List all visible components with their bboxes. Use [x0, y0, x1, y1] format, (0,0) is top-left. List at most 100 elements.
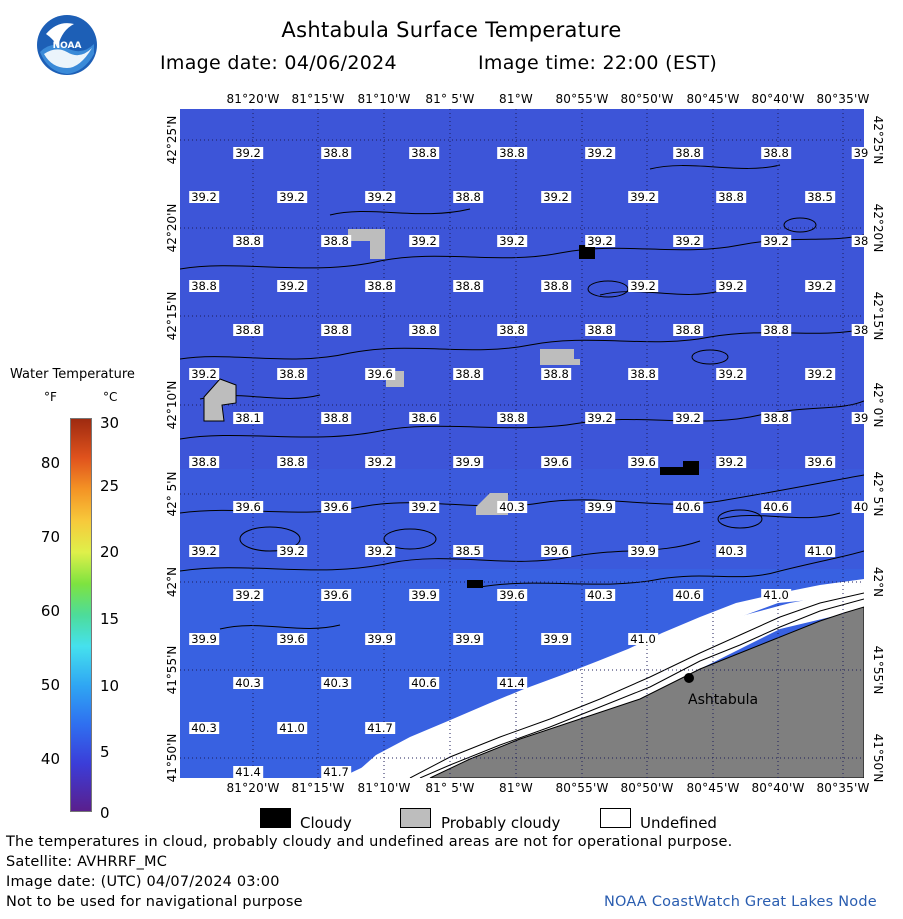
lat-tick-left: 42°10'N: [165, 380, 179, 430]
temperature-label: 41.0: [277, 720, 307, 735]
temperature-label: 39.2: [716, 455, 746, 470]
key-undefined-swatch: [600, 808, 631, 828]
temperature-label: 41.4: [233, 764, 263, 779]
isotherm: [479, 550, 864, 588]
temperature-label: 39.6: [497, 588, 527, 602]
temperature-label: 38: [851, 234, 871, 249]
temperature-label: 38.8: [673, 322, 703, 337]
temperature-label: 40.3: [497, 499, 527, 514]
temperature-map: 39.2 38.8 38.8 38.8 39.2 38.8 38.8 39 39.2 39.2 39…: [180, 109, 871, 779]
fahrenheit-tick: 80: [40, 454, 60, 472]
temperature-label: 39.2: [585, 411, 615, 426]
cloudy-patch: [467, 580, 483, 588]
temperature-label: 39: [851, 146, 871, 160]
temperature-label: 39.2: [277, 190, 307, 205]
temperature-label: 39.6: [365, 367, 395, 381]
city-marker: [684, 673, 694, 683]
temperature-label: 38.5: [453, 543, 483, 558]
lon-tick-bottom: 80°45'W: [686, 781, 740, 795]
temperature-label: 40.3: [321, 676, 351, 691]
temperature-label: 38.8: [189, 278, 219, 293]
temperature-label: 39.2: [628, 278, 658, 293]
fahrenheit-tick: 60: [40, 602, 60, 620]
lon-tick-bottom: 81°W: [499, 781, 533, 795]
temperature-label: 39.6: [628, 455, 658, 470]
cloudy-patch: [579, 245, 595, 259]
celsius-tick: 10: [100, 677, 120, 695]
temperature-label: 38.8: [277, 455, 307, 470]
lon-tick-top: 80°40'W: [751, 92, 805, 106]
temperature-label: 39.2: [716, 367, 746, 381]
isotherm: [383, 528, 437, 550]
temperature-label: 39.9: [365, 632, 395, 647]
temperature-label: 38.8: [365, 278, 395, 293]
temperature-label: 38.8: [453, 278, 483, 293]
temperature-label: 39.9: [585, 499, 615, 514]
temperature-label: 41.7: [321, 764, 351, 779]
celsius-tick: 15: [100, 610, 120, 628]
temperature-label: 40.6: [409, 676, 439, 691]
temperature-label: 40.3: [189, 720, 219, 735]
lat-tick-right: 42°N: [871, 566, 885, 598]
temperature-label: 40.6: [673, 588, 703, 602]
temperature-label: 39.2: [673, 234, 703, 249]
temperature-label: 40.3: [233, 676, 263, 691]
lon-tick-bottom: 80°55'W: [555, 781, 609, 795]
temperature-label: 38.8: [497, 322, 527, 337]
isotherm: [717, 509, 763, 529]
temperature-label: 38.8: [716, 190, 746, 205]
lon-tick-top: 81° 5'W: [425, 92, 475, 106]
isotherm: [180, 328, 864, 360]
temperature-label: 38.8: [277, 367, 307, 381]
temperature-label: 38.8: [453, 190, 483, 205]
lat-tick-right: 42°25'N: [871, 115, 885, 165]
isotherm: [180, 474, 864, 514]
unit-fahrenheit: °F: [44, 390, 57, 404]
cloudy-patch: [660, 461, 699, 475]
lat-tick-left: 42°15'N: [165, 291, 179, 341]
celsius-tick: 20: [100, 543, 120, 561]
key-cloudy-label: Cloudy: [300, 814, 352, 832]
lat-tick-left: 42°25'N: [165, 115, 179, 165]
isotherm: [783, 217, 817, 233]
probably-cloudy-patch: [203, 378, 237, 422]
fahrenheit-tick: 50: [40, 676, 60, 694]
temperature-label: 38.8: [541, 278, 571, 293]
lon-tick-top: 81°W: [499, 92, 533, 106]
temperature-label: 39.2: [233, 588, 263, 602]
color-scale-bar: [70, 418, 92, 812]
image-date: Image date: 04/06/2024: [160, 52, 397, 74]
undefined-area: [340, 589, 864, 778]
celsius-tick: 25: [100, 477, 120, 495]
temperature-label: 39.9: [409, 588, 439, 602]
temperature-label: 39.2: [673, 411, 703, 426]
lat-tick-left: 41°55'N: [165, 645, 179, 695]
svg-text:NOAA: NOAA: [53, 41, 82, 51]
isotherm: [587, 280, 629, 298]
temperature-label: 39.6: [277, 632, 307, 647]
footer-nav-warning: Not to be used for navigational purpose: [6, 894, 303, 910]
celsius-tick: 0: [100, 804, 110, 822]
temperature-label: 38.8: [673, 146, 703, 160]
image-time: Image time: 22:00 (EST): [478, 52, 718, 74]
temperature-label: 40.3: [716, 543, 746, 558]
temperature-label: 39.2: [189, 543, 219, 558]
temperature-label: 38.8: [585, 322, 615, 337]
temperature-label: 39.2: [716, 278, 746, 293]
temperature-label: 39.6: [321, 499, 351, 514]
temperature-label: 38.8: [497, 146, 527, 160]
temperature-label: 38.8: [321, 411, 351, 426]
celsius-tick: 30: [100, 414, 120, 432]
temperature-label: 39.2: [277, 278, 307, 293]
temperature-label: 39.2: [365, 190, 395, 205]
lat-tick-right: 42° 0'N: [871, 382, 885, 428]
lat-tick-right: 41°50'N: [871, 733, 885, 783]
temperature-label: 38.8: [497, 411, 527, 426]
temperature-label: 41.0: [805, 543, 835, 558]
city-label: Ashtabula: [688, 692, 759, 708]
lat-tick-right: 42° 5'N: [871, 471, 885, 517]
temperature-label: 39.2: [189, 367, 219, 381]
temperature-label: 39.6: [321, 588, 351, 602]
temperature-label: 41.0: [761, 588, 791, 602]
temperature-label: 38.5: [805, 190, 835, 205]
